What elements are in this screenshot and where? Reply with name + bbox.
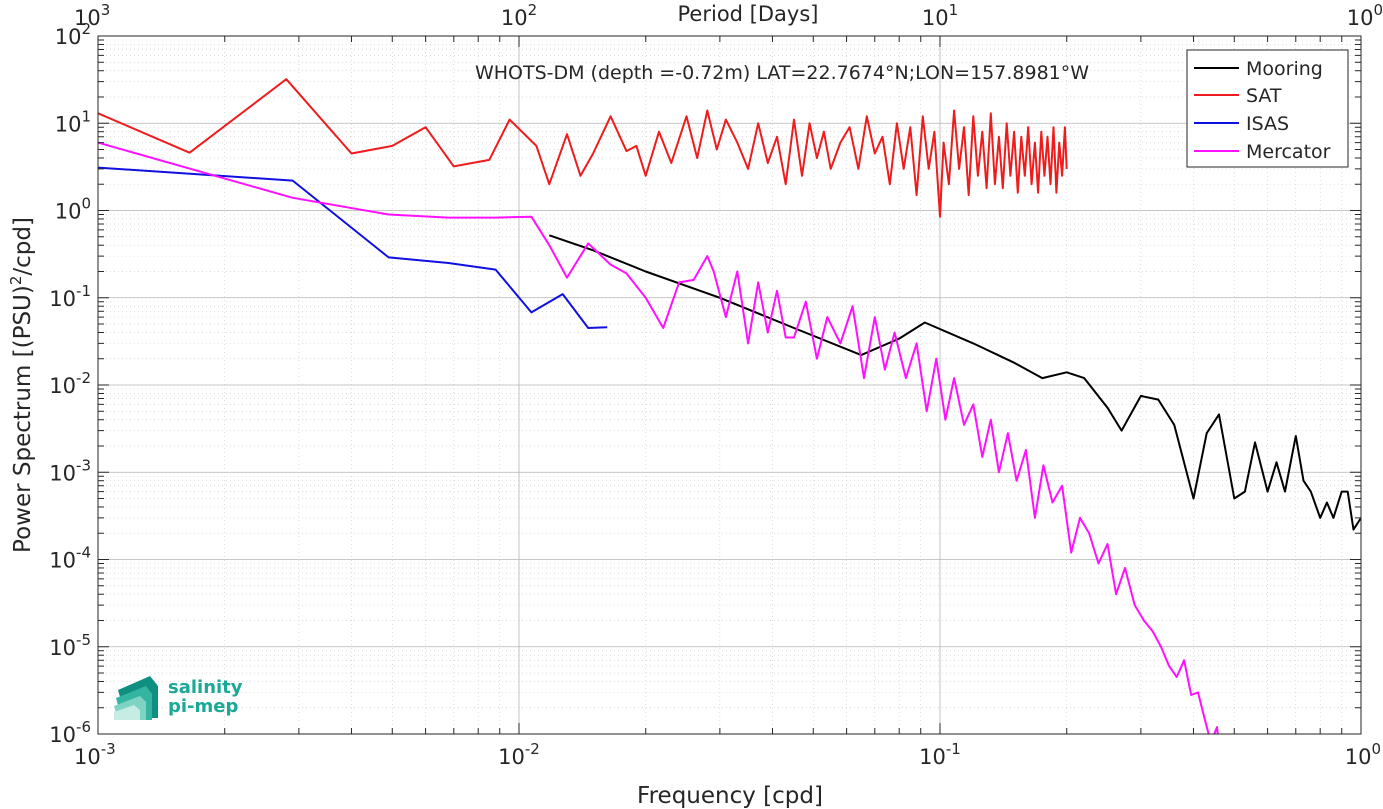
y-axis-label-main: Power Spectrum [(PSU) — [10, 285, 36, 553]
y-tick-label-exponent: -6 — [76, 718, 91, 736]
x-tick-label: 10-1 — [919, 740, 961, 769]
y-tick-label-exponent: -2 — [76, 369, 91, 387]
y-tick-label-base: 10 — [49, 287, 76, 311]
series-line-mooring — [548, 234, 1361, 531]
y-tick-label-base: 10 — [49, 461, 76, 485]
top-tick-label-base: 10 — [501, 6, 528, 30]
y-tick-label-base: 10 — [49, 549, 76, 573]
y-tick-label-exponent: -4 — [76, 544, 91, 562]
y-tick-label-base: 10 — [49, 374, 76, 398]
legend: Mooring SAT ISAS Mercator — [1186, 49, 1349, 168]
y-tick-label: 100 — [55, 195, 91, 224]
top-tick-label-base: 10 — [922, 6, 949, 30]
y-tick-label-base: 10 — [55, 25, 82, 49]
top-tick-label-base: 10 — [1347, 6, 1374, 30]
logo-text-salinity: salinity — [168, 677, 243, 698]
y-tick-label: 10-6 — [49, 718, 91, 747]
y-tick-label-base: 10 — [49, 723, 76, 747]
top-tick-label: 103 — [74, 1, 110, 30]
x-tick-label-exponent: -1 — [946, 740, 961, 758]
top-tick-label: 101 — [922, 1, 958, 30]
y-tick-label-exponent: -1 — [76, 282, 91, 300]
top-tick-label-base: 10 — [74, 6, 101, 30]
y-tick-label-base: 10 — [55, 200, 82, 224]
y-tick-label: 101 — [55, 107, 91, 136]
y-tick-label-exponent: 1 — [81, 107, 91, 125]
y-axis-label-tail: /cpd] — [10, 217, 36, 276]
x-tick-label-base: 10 — [498, 745, 525, 769]
y-tick-label: 10-4 — [49, 544, 91, 573]
y-tick-label: 10-3 — [49, 456, 91, 485]
y-tick-label-base: 10 — [55, 112, 82, 136]
x-tick-label-exponent: -2 — [525, 740, 540, 758]
logo-text-pimep: pi-mep — [168, 696, 238, 717]
top-tick-label-exponent: 1 — [949, 1, 959, 19]
top-tick-label-exponent: 0 — [1373, 1, 1383, 19]
x-axis-label: Frequency [cpd] — [637, 783, 823, 809]
y-tick-label-base: 10 — [49, 636, 76, 660]
legend-label-mercator: Mercator — [1246, 141, 1331, 163]
y-tick-label: 102 — [55, 20, 91, 49]
series-layer — [98, 78, 1361, 734]
x-tick-label-base: 10 — [74, 745, 101, 769]
y-tick-label: 10-1 — [49, 282, 91, 311]
x-tick-label: 100 — [1345, 740, 1381, 769]
x-tick-label-base: 10 — [919, 745, 946, 769]
x-tick-label: 10-2 — [498, 740, 540, 769]
y-axis-label-sup: 2 — [7, 276, 25, 286]
x-tick-label-base: 10 — [1345, 745, 1372, 769]
y-tick-label: 10-2 — [49, 369, 91, 398]
top-tick-label-exponent: 3 — [101, 1, 111, 19]
x-tick-label-exponent: -3 — [101, 740, 116, 758]
series-line-isas — [98, 166, 608, 329]
top-tick-label: 102 — [501, 1, 537, 30]
y-tick-label-exponent: -5 — [76, 631, 91, 649]
top-tick-label-exponent: 2 — [528, 1, 538, 19]
x-tick-label-exponent: 0 — [1371, 740, 1381, 758]
salinity-pimep-logo: salinity pi-mep — [114, 676, 243, 720]
legend-label-sat: SAT — [1246, 85, 1282, 107]
legend-label-isas: ISAS — [1246, 113, 1289, 135]
top-tick-label: 100 — [1347, 1, 1383, 30]
series-line-sat — [98, 78, 1068, 218]
y-tick-label: 10-5 — [49, 631, 91, 660]
y-tick-label-exponent: 0 — [81, 195, 91, 213]
y-axis-label: Power Spectrum [(PSU)2/cpd] — [7, 217, 36, 553]
legend-box — [1186, 49, 1349, 168]
tick-marks — [97, 35, 1362, 735]
chart-title: WHOTS-DM (depth =-0.72m) LAT=22.7674°N;L… — [475, 62, 1089, 84]
x-tick-label: 10-3 — [74, 740, 116, 769]
legend-label-mooring: Mooring — [1246, 58, 1323, 80]
series-line-mercator — [98, 141, 1219, 734]
y-tick-label-exponent: 2 — [81, 20, 91, 38]
top-axis-label: Period [Days] — [678, 2, 819, 26]
logo-waves-icon — [114, 676, 158, 720]
y-tick-label-exponent: -3 — [76, 456, 91, 474]
